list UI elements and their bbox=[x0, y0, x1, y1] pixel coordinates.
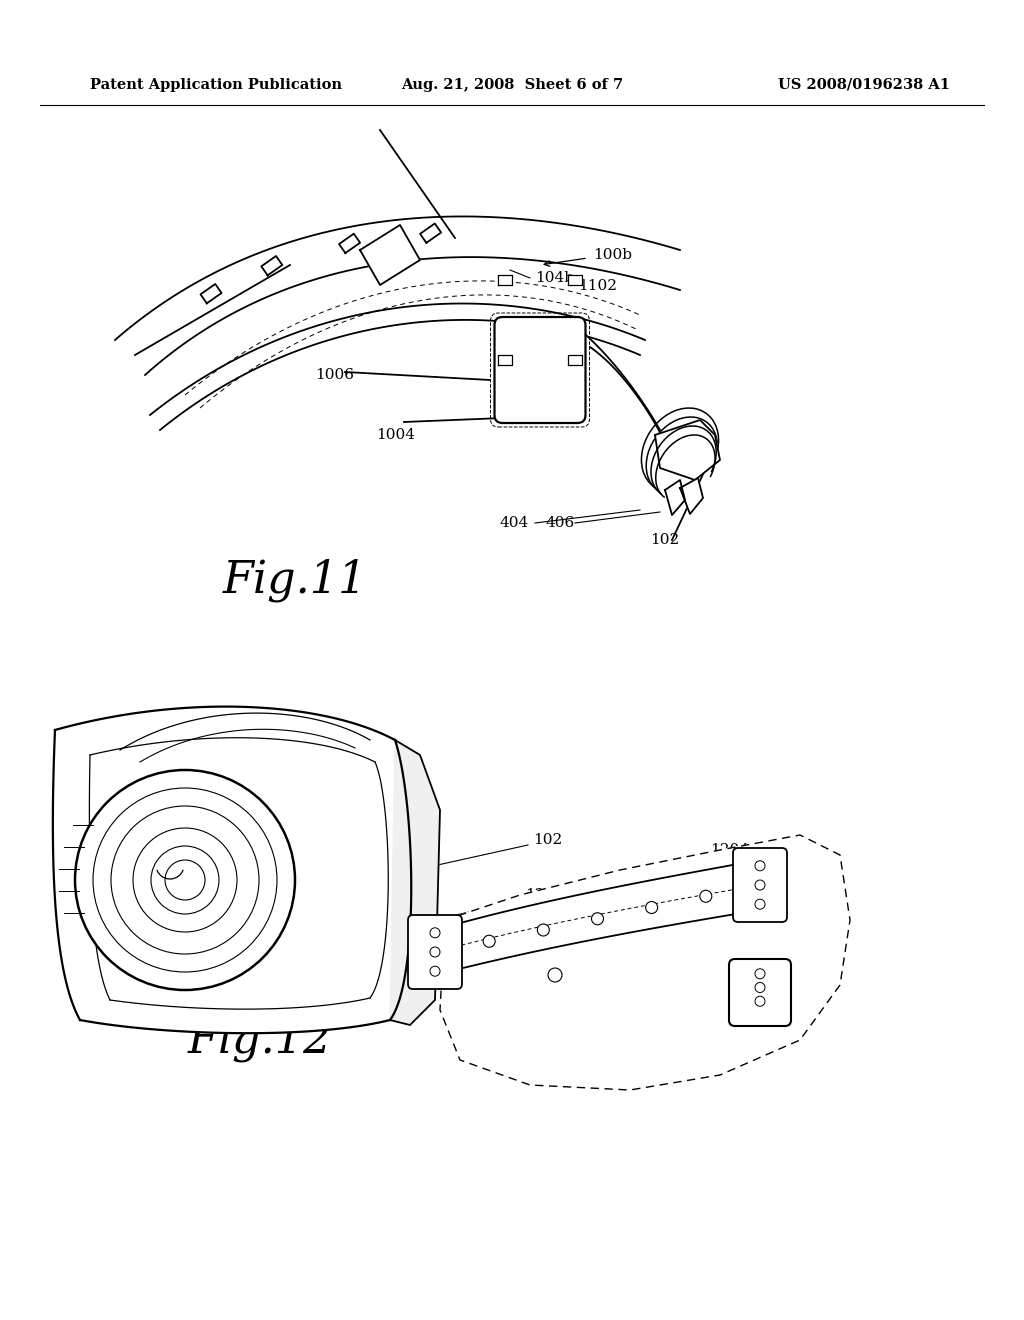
Polygon shape bbox=[580, 330, 665, 442]
Text: Fig.12: Fig.12 bbox=[187, 1018, 332, 1061]
Polygon shape bbox=[53, 706, 412, 1034]
Circle shape bbox=[430, 946, 440, 957]
Circle shape bbox=[646, 902, 657, 913]
Polygon shape bbox=[261, 256, 283, 276]
Circle shape bbox=[75, 770, 295, 990]
Circle shape bbox=[755, 969, 765, 978]
Text: 1206: 1206 bbox=[525, 888, 564, 902]
Circle shape bbox=[755, 861, 765, 871]
Text: 1204: 1204 bbox=[710, 843, 749, 857]
Polygon shape bbox=[339, 234, 360, 253]
FancyBboxPatch shape bbox=[408, 915, 462, 989]
Text: 100b: 100b bbox=[593, 248, 632, 261]
Circle shape bbox=[699, 890, 712, 903]
Text: 104b: 104b bbox=[535, 271, 574, 285]
Text: 404: 404 bbox=[500, 516, 529, 531]
Polygon shape bbox=[498, 355, 512, 366]
Text: 1208: 1208 bbox=[445, 1012, 484, 1027]
Polygon shape bbox=[435, 861, 760, 975]
Text: Fig.11: Fig.11 bbox=[223, 558, 368, 602]
Polygon shape bbox=[201, 284, 221, 304]
Circle shape bbox=[755, 899, 765, 909]
Text: 406: 406 bbox=[545, 516, 574, 531]
Text: 102: 102 bbox=[650, 533, 679, 546]
Polygon shape bbox=[680, 478, 703, 513]
Circle shape bbox=[430, 966, 440, 977]
Text: 1202: 1202 bbox=[628, 993, 667, 1007]
Text: Patent Application Publication: Patent Application Publication bbox=[90, 78, 342, 92]
Polygon shape bbox=[568, 275, 582, 285]
Circle shape bbox=[755, 880, 765, 890]
Text: 1102: 1102 bbox=[578, 279, 617, 293]
FancyBboxPatch shape bbox=[495, 317, 586, 422]
Circle shape bbox=[548, 968, 562, 982]
Text: 1006: 1006 bbox=[315, 368, 354, 381]
Text: 406: 406 bbox=[622, 1043, 651, 1057]
Circle shape bbox=[592, 912, 603, 925]
Text: 102: 102 bbox=[534, 833, 562, 847]
Polygon shape bbox=[665, 480, 685, 515]
Circle shape bbox=[429, 946, 441, 958]
Text: 1206: 1206 bbox=[708, 953, 746, 968]
Text: 1004: 1004 bbox=[376, 428, 415, 442]
Circle shape bbox=[483, 936, 496, 948]
FancyBboxPatch shape bbox=[729, 960, 791, 1026]
Polygon shape bbox=[420, 223, 441, 243]
Polygon shape bbox=[115, 216, 680, 414]
Circle shape bbox=[754, 879, 766, 891]
Circle shape bbox=[430, 928, 440, 937]
Circle shape bbox=[755, 997, 765, 1006]
Polygon shape bbox=[568, 355, 582, 366]
Polygon shape bbox=[390, 741, 440, 1026]
FancyBboxPatch shape bbox=[733, 847, 787, 921]
Circle shape bbox=[755, 982, 765, 993]
Polygon shape bbox=[440, 836, 850, 1090]
Polygon shape bbox=[498, 275, 512, 285]
Circle shape bbox=[538, 924, 549, 936]
Polygon shape bbox=[655, 420, 720, 480]
Text: Aug. 21, 2008  Sheet 6 of 7: Aug. 21, 2008 Sheet 6 of 7 bbox=[401, 78, 623, 92]
Polygon shape bbox=[360, 224, 420, 285]
Text: US 2008/0196238 A1: US 2008/0196238 A1 bbox=[778, 78, 950, 92]
